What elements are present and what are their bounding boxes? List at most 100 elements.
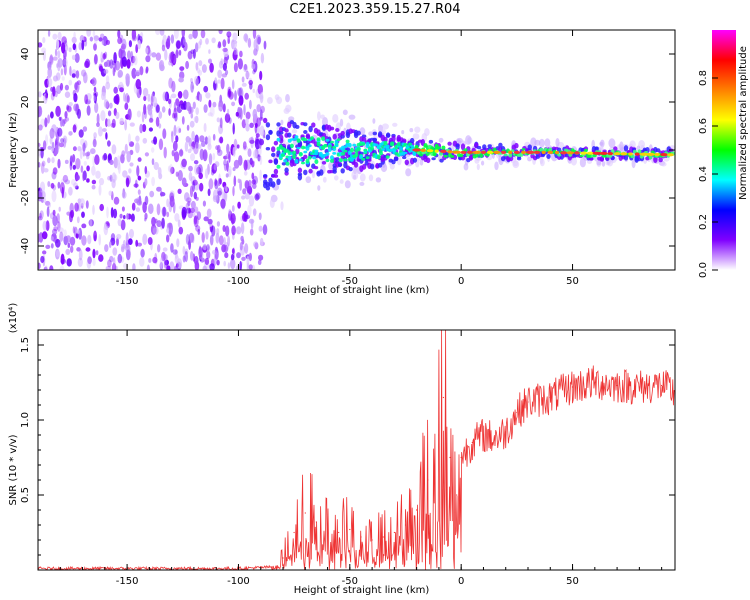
noise-cell [232,167,236,172]
noise-cell [238,95,244,106]
band-cell [287,132,292,138]
noise-cell [60,138,65,143]
noise-cell [182,255,186,263]
noise-cell [110,207,114,218]
noise-cell [115,111,120,119]
band-cell [305,133,311,140]
band-core-cell [292,150,297,155]
band-cell [335,157,340,161]
noise-cell [38,233,41,243]
noise-cell [219,136,224,144]
noise-cell [80,165,84,173]
noise-cell [55,250,60,258]
noise-cell [103,61,108,67]
noise-cell [210,169,215,176]
halo-cell [372,118,376,124]
band-cell [271,146,276,153]
noise-cell [63,229,67,237]
noise-cell [91,165,96,176]
noise-cell [166,265,171,270]
noise-cell [251,179,256,185]
noise-cell [84,60,90,68]
band-cell [546,154,551,159]
noise-cell [162,34,167,43]
halo-cell [534,139,541,146]
band-cell [297,167,303,174]
band-core-cell [508,153,513,158]
noise-cell [72,146,77,152]
noise-cell [113,60,117,73]
noise-cell [223,244,228,253]
band-core-cell [548,147,553,152]
noise-cell [94,38,98,45]
noise-cell [144,152,149,157]
noise-cell [38,91,42,98]
noise-cell [128,40,132,48]
band-cell [303,154,308,159]
noise-cell [220,198,226,209]
noise-cell [69,236,76,246]
y-tick-label: -20 [20,190,31,206]
noise-cell [148,127,153,132]
noise-cell [262,224,268,236]
noise-cell [118,48,123,59]
noise-cell [197,228,201,235]
halo-cell [660,161,667,167]
noise-cell [49,55,54,66]
noise-cell [125,73,130,83]
noise-cell [116,237,119,247]
noise-cell [228,91,234,100]
noise-cell [85,200,89,209]
noise-cell [238,155,243,166]
band-peak-cell [560,151,568,155]
band-core-cell [310,136,314,141]
halo-cell [344,180,351,189]
noise-cell [211,37,216,44]
noise-cell [82,142,86,152]
noise-cell [239,260,242,270]
noise-cell [55,72,61,81]
noise-cell [244,181,250,191]
noise-cell [258,225,263,232]
noise-cell [208,49,211,54]
band-cell [439,158,444,163]
noise-cell [170,243,174,253]
noise-cell [178,226,184,235]
noise-cell [218,30,223,35]
band-peak-cell [580,151,588,155]
noise-cell [175,49,179,59]
noise-cell [203,85,209,93]
noise-cell [72,164,77,170]
noise-cell [181,177,187,187]
band-core-cell [383,140,388,144]
noise-cell [71,36,77,44]
noise-cell [43,168,49,173]
noise-cell [258,212,262,221]
band-cell [263,117,268,124]
noise-cell [44,79,49,85]
noise-cell [259,237,264,247]
band-core-cell [410,144,415,148]
noise-cell [108,241,112,249]
snr-point [427,479,429,481]
noise-cell [126,151,131,163]
x-tick-label: -150 [116,576,139,587]
noise-cell [151,158,155,166]
snr-point [360,536,362,538]
halo-cell [401,130,405,135]
noise-cell [79,198,85,206]
noise-cell [94,54,98,65]
noise-cell [253,48,258,56]
band-core-cell [321,136,326,141]
noise-cell [62,58,67,66]
noise-cell [132,263,136,270]
noise-cell [155,104,160,113]
band-cell [447,141,452,146]
y-tick-label: -40 [20,238,31,254]
noise-cell [62,56,68,69]
noise-cell [209,62,214,73]
noise-cell [207,188,211,197]
noise-cell [161,206,167,217]
band-cell [353,161,359,168]
band-core-cell [345,139,350,144]
